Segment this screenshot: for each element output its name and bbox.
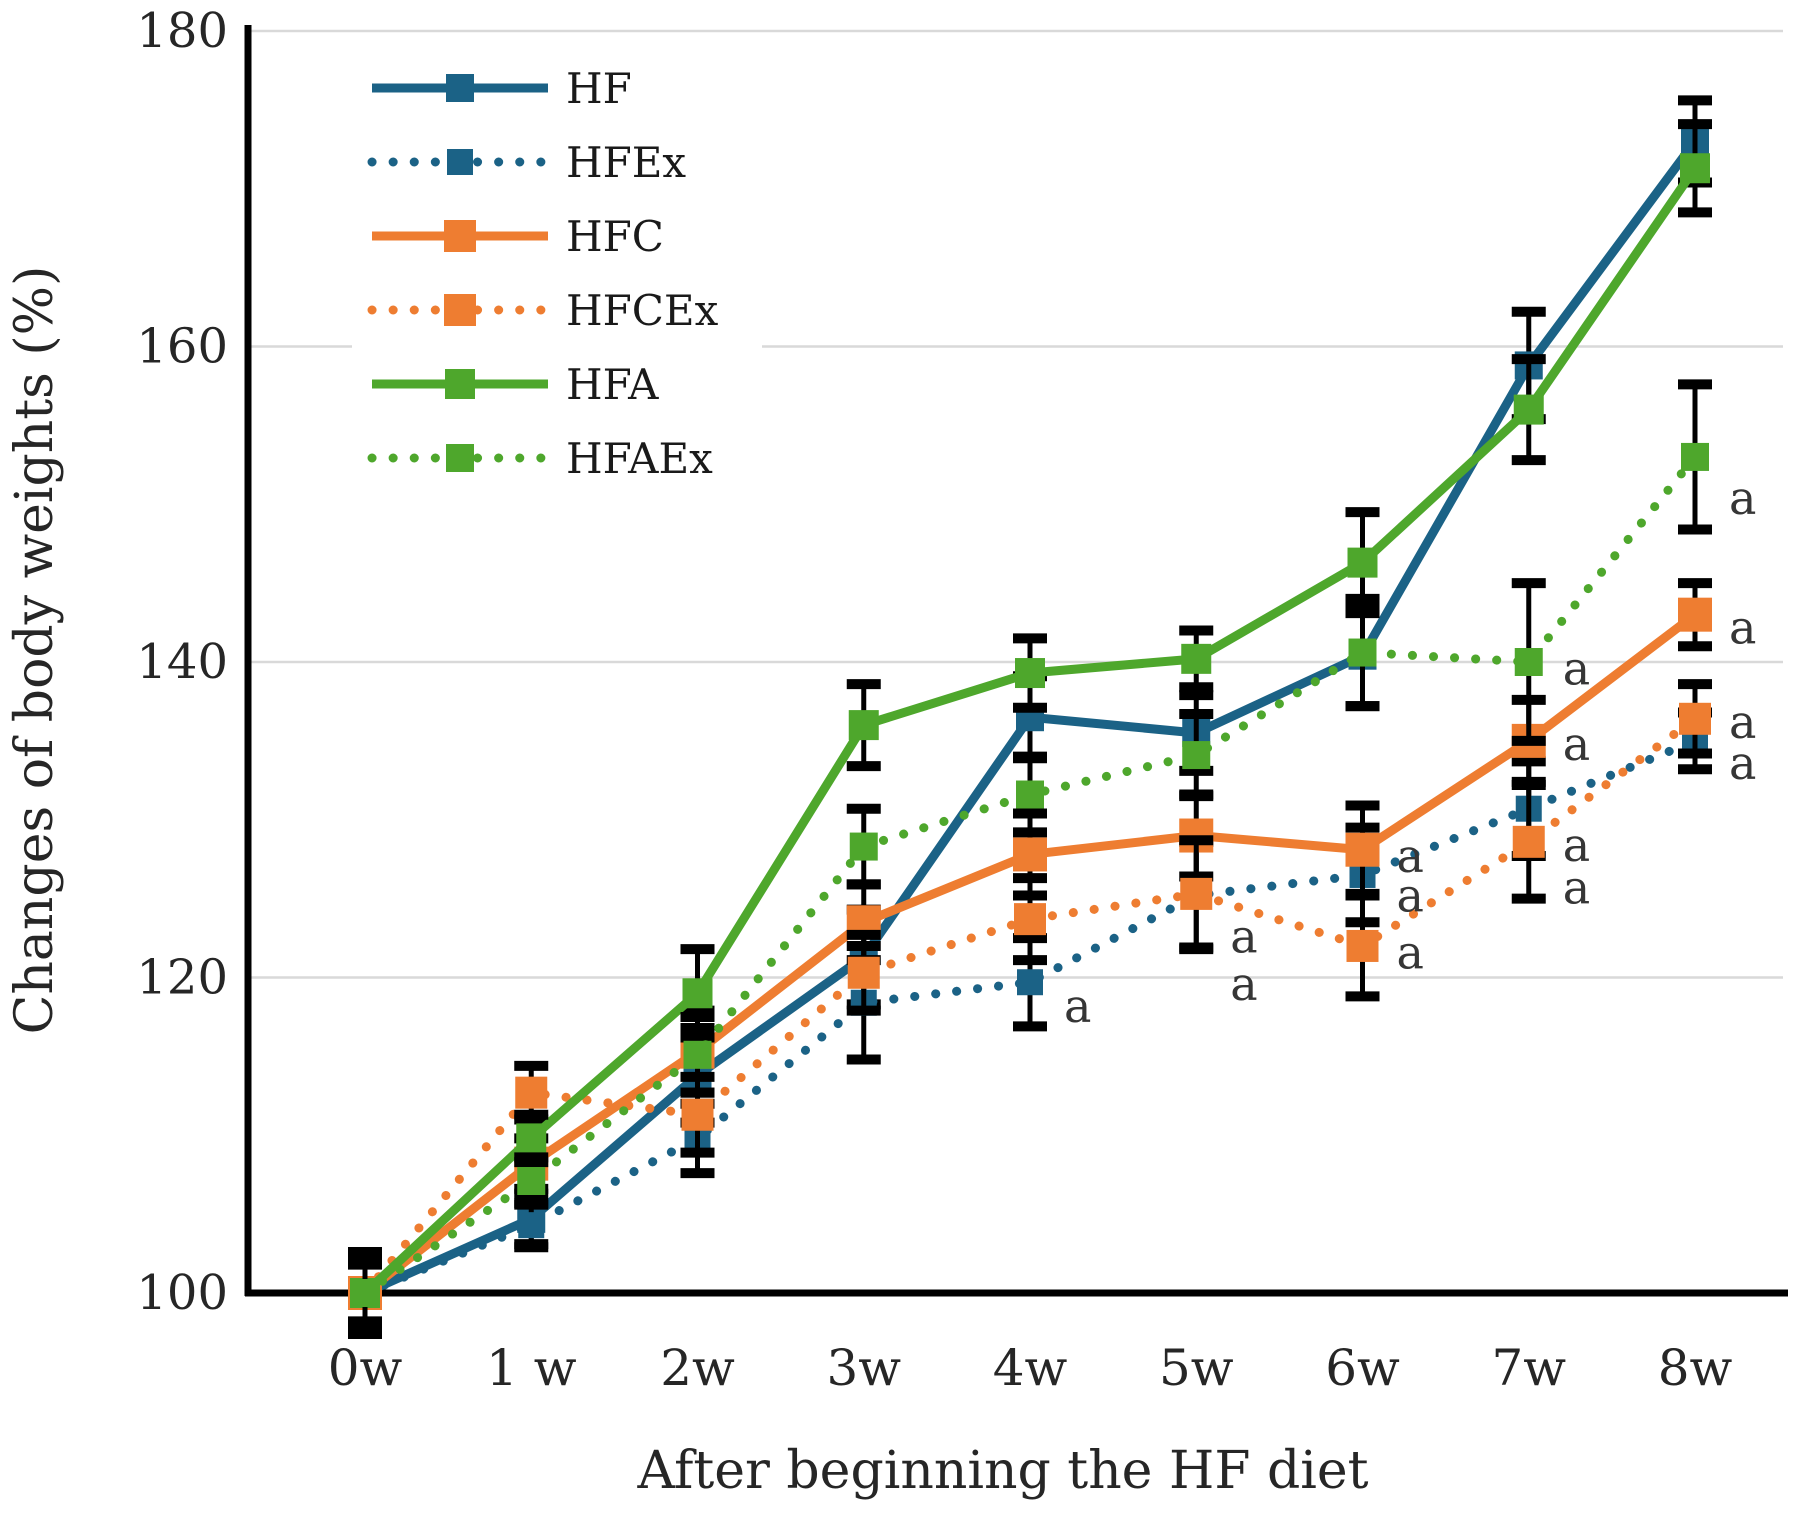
- annotation-a-0: a: [1064, 979, 1091, 1033]
- annotation-a-9: a: [1563, 861, 1590, 915]
- legend-label-HFCEx: HFCEx: [566, 286, 719, 335]
- legend-label-HFA: HFA: [566, 360, 659, 409]
- marker-HFA-2w: [682, 978, 713, 1009]
- x-tick-label-6w: 6w: [1325, 1339, 1400, 1397]
- marker-HFC-8w: [1678, 597, 1712, 632]
- y-tick-label-100: 100: [136, 1265, 228, 1321]
- marker-HFAEx-0w: [351, 1279, 379, 1307]
- marker-HFAEx-2w: [683, 1040, 712, 1069]
- marker-HFA-3w: [848, 710, 879, 741]
- legend-background: [352, 44, 762, 496]
- legend-marker: [447, 149, 473, 175]
- series-HFAEx: [348, 379, 1712, 1330]
- x-tick-label-7w: 7w: [1491, 1339, 1566, 1397]
- marker-HFCEx-7w: [1512, 825, 1545, 858]
- axes: [244, 25, 1788, 1297]
- marker-HFEx-1w: [518, 1212, 545, 1239]
- marker-HFC-6w: [1345, 832, 1380, 867]
- series-line-HFEx: [360, 736, 1700, 1298]
- marker-HFAEx-7w: [1514, 648, 1543, 676]
- marker-HFAEx-3w: [849, 832, 878, 861]
- legend-item-HFC: HFC: [372, 212, 664, 261]
- legend-marker: [445, 369, 475, 399]
- annotation-a-5: a: [1397, 925, 1424, 979]
- x-tick-label-5w: 5w: [1159, 1339, 1234, 1397]
- x-tick-labels: 0w 1 w 2w 3w 4w 5w 6w 7w 8w: [328, 1339, 1733, 1397]
- legend-label-HFC: HFC: [566, 212, 664, 261]
- legend-marker: [446, 444, 474, 472]
- marker-HFA-4w: [1015, 658, 1045, 689]
- series-HFCEx: [348, 679, 1712, 1328]
- annotation-a-4: a: [1397, 868, 1424, 922]
- marker-HFCEx-2w: [681, 1098, 714, 1131]
- legend-label-HFEx: HFEx: [566, 138, 686, 187]
- marker-HFA-5w: [1181, 643, 1212, 674]
- marker-HFC-4w: [1013, 837, 1047, 872]
- marker-HFCEx-6w: [1346, 929, 1379, 962]
- marker-HFAEx-8w: [1681, 442, 1709, 471]
- marker-HFA-1w: [516, 1123, 547, 1154]
- marker-HFEx-4w: [1017, 969, 1043, 996]
- marker-HFAEx-1w: [517, 1166, 546, 1195]
- legend-marker: [444, 294, 476, 326]
- legend-marker: [446, 74, 474, 102]
- annotation-a-13: a: [1729, 736, 1756, 790]
- y-axis-title: Changes of body weights (%): [5, 266, 65, 1035]
- annotation-a-7: a: [1563, 717, 1590, 771]
- annotation-a-10: a: [1729, 471, 1756, 525]
- markers-HFAEx: [351, 442, 1709, 1307]
- x-tick-label-3w: 3w: [826, 1339, 901, 1397]
- marker-HFCEx-5w: [1180, 877, 1213, 910]
- marker-HFA-8w: [1680, 153, 1710, 184]
- legend-item-HFA: HFA: [372, 360, 659, 409]
- y-tick-label-120: 120: [136, 950, 228, 1006]
- marker-HFA-6w: [1347, 547, 1378, 578]
- annotation-a-11: a: [1729, 600, 1756, 654]
- annotation-a-3: a: [1397, 829, 1424, 883]
- x-tick-label-1w: 1 w: [486, 1339, 577, 1397]
- y-tick-label-180: 180: [136, 3, 228, 59]
- legend-label-HFAEx: HFAEx: [566, 434, 713, 483]
- annotation-a-1: a: [1230, 909, 1257, 963]
- legend: HF HFEx HFC HFCEx HFA HFAEx: [352, 44, 762, 496]
- legend-item-HFEx: HFEx: [367, 138, 686, 187]
- x-axis-title: After beginning the HF diet: [636, 1441, 1368, 1501]
- marker-HFAEx-5w: [1182, 741, 1211, 770]
- annotation-a-8: a: [1563, 818, 1590, 872]
- marker-HFCEx-1w: [515, 1076, 548, 1109]
- y-tick-label-160: 160: [136, 319, 228, 375]
- legend-label-HF: HF: [566, 64, 632, 113]
- marker-HFCEx-3w: [847, 956, 880, 989]
- marker-HFA-7w: [1513, 394, 1544, 425]
- legend-item-HF: HF: [372, 64, 632, 113]
- marker-HFAEx-4w: [1016, 780, 1044, 809]
- annotation-a-2: a: [1230, 957, 1257, 1011]
- x-tick-label-2w: 2w: [660, 1339, 735, 1397]
- annotation-a-6: a: [1563, 641, 1590, 695]
- marker-HFCEx-8w: [1679, 702, 1711, 735]
- marker-HFAEx-6w: [1348, 638, 1377, 667]
- series-line-HFAEx: [360, 452, 1700, 1298]
- legend-item-HFAEx: HFAEx: [367, 434, 713, 483]
- annotation-a-12: a: [1729, 695, 1756, 749]
- x-tick-label-4w: 4w: [993, 1339, 1068, 1397]
- x-tick-label-0w: 0w: [328, 1339, 403, 1397]
- marker-HFCEx-4w: [1014, 903, 1046, 936]
- legend-item-HFCEx: HFCEx: [367, 286, 719, 335]
- legend-marker: [444, 220, 476, 252]
- x-tick-label-8w: 8w: [1658, 1339, 1733, 1397]
- y-tick-label-140: 140: [136, 634, 228, 690]
- y-tick-labels: 100 120 140 160 180: [136, 3, 228, 1321]
